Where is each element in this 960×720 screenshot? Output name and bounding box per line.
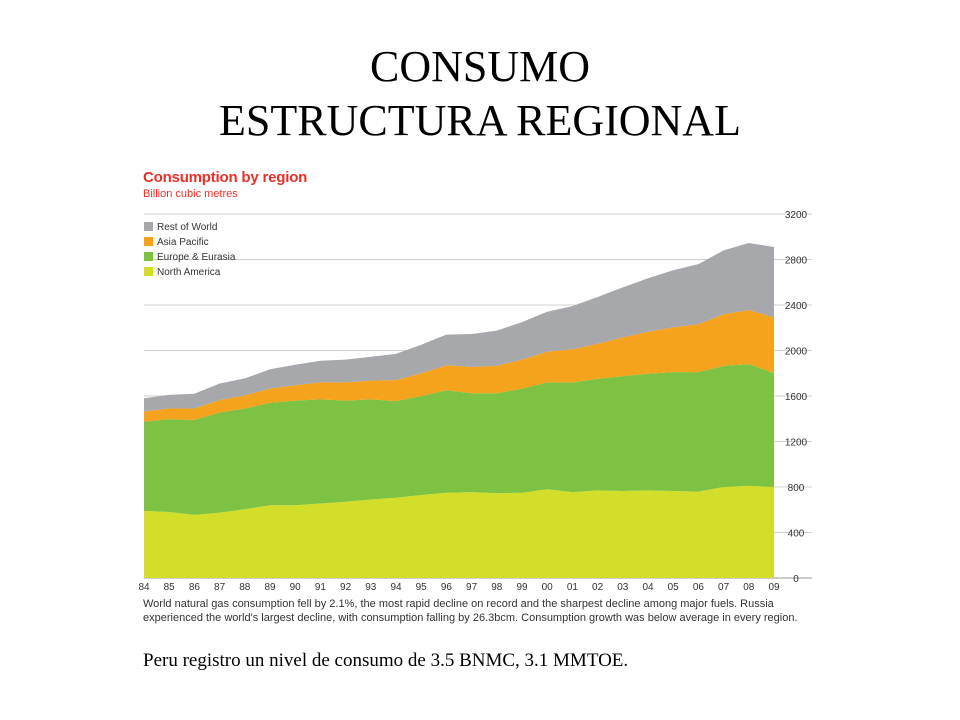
slide-title: CONSUMO ESTRUCTURA REGIONAL xyxy=(0,40,960,148)
y-tick-label: 2400 xyxy=(785,301,808,312)
x-tick-label: 05 xyxy=(668,582,680,593)
x-tick-label: 88 xyxy=(239,582,251,593)
chart-subtitle: Billion cubic metres xyxy=(143,188,238,200)
x-tick-label: 04 xyxy=(642,582,654,593)
x-tick-label: 90 xyxy=(290,582,302,593)
x-tick-label: 99 xyxy=(516,582,528,593)
chart-caption: World natural gas consumption fell by 2.… xyxy=(143,598,798,624)
legend-label: Europe & Eurasia xyxy=(157,252,236,263)
area-europe-eurasia xyxy=(144,364,774,515)
slide-title-line-1: CONSUMO xyxy=(369,42,591,91)
x-tick-label: 98 xyxy=(491,582,503,593)
x-tick-label: 86 xyxy=(189,582,201,593)
y-tick-label: 400 xyxy=(788,529,805,540)
area-asia-pacific xyxy=(144,310,774,422)
footer-note: Peru registro un nivel de consumo de 3.5… xyxy=(143,650,629,671)
y-tick-label: 2000 xyxy=(785,347,808,358)
chart-title: Consumption by region xyxy=(143,169,308,186)
area-north-america xyxy=(144,485,774,578)
legend-swatch xyxy=(144,222,153,231)
x-tick-label: 91 xyxy=(315,582,327,593)
area-rest-of-world xyxy=(144,243,774,412)
x-tick-label: 92 xyxy=(340,582,352,593)
x-tick-label: 84 xyxy=(138,582,150,593)
x-tick-label: 03 xyxy=(617,582,629,593)
x-tick-label: 00 xyxy=(542,582,554,593)
x-tick-label: 96 xyxy=(441,582,453,593)
legend-swatch xyxy=(144,252,153,261)
slide-title-line-2: ESTRUCTURA REGIONAL xyxy=(219,96,741,145)
legend-label: North America xyxy=(157,267,221,278)
y-tick-label: 1600 xyxy=(785,392,808,403)
y-tick-label: 1200 xyxy=(785,438,808,449)
y-tick-label: 3200 xyxy=(785,210,808,221)
x-tick-label: 01 xyxy=(567,582,579,593)
legend: Rest of World Asia Pacific Europe & Eurasi… xyxy=(144,222,236,278)
x-tick-label: 94 xyxy=(390,582,402,593)
x-tick-label: 93 xyxy=(365,582,377,593)
legend-label: Asia Pacific xyxy=(157,237,209,248)
x-tick-label: 07 xyxy=(718,582,730,593)
x-tick-label: 87 xyxy=(214,582,226,593)
legend-swatch xyxy=(144,237,153,246)
x-tick-label: 08 xyxy=(743,582,755,593)
area-series xyxy=(144,243,774,578)
x-tick-label: 89 xyxy=(264,582,276,593)
x-tick-label: 97 xyxy=(466,582,478,593)
x-axis: 84 85 86 87 88 89 90 91 92 93 94 95 96 97 98 99 00 01 02 03… xyxy=(138,582,780,593)
x-tick-label: 95 xyxy=(416,582,428,593)
y-tick-label: 0 xyxy=(793,574,799,585)
legend-label: Rest of World xyxy=(157,222,217,233)
x-tick-label: 06 xyxy=(693,582,705,593)
y-tick-label: 800 xyxy=(788,483,805,494)
x-tick-label: 09 xyxy=(768,582,780,593)
y-tick-label: 2800 xyxy=(785,256,808,267)
x-tick-label: 02 xyxy=(592,582,604,593)
legend-swatch xyxy=(144,267,153,276)
y-axis: 0 400 800 1200 1600 2000 2400 2800 3200 xyxy=(785,210,808,585)
x-tick-label: 85 xyxy=(164,582,176,593)
